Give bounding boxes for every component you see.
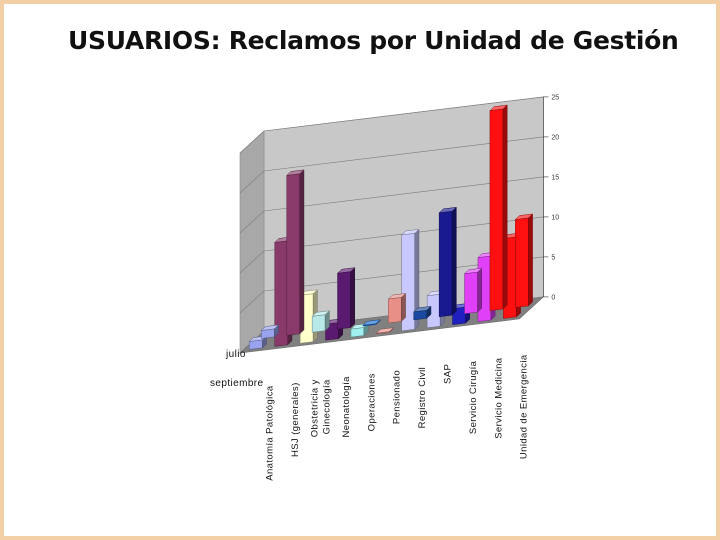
bar: [387, 292, 407, 324]
bar-top: [375, 327, 395, 334]
bar-top: [514, 213, 534, 220]
series-label: julio: [225, 349, 246, 360]
bar: [362, 319, 381, 327]
category-label: Ginecología: [322, 379, 333, 434]
bar: [260, 324, 280, 339]
slide-title: USUARIOS: Reclamos por Unidad de Gestión: [68, 26, 679, 55]
category-label: Operaciones: [366, 373, 377, 431]
bar: [489, 104, 508, 311]
category-label: Neonatología: [341, 376, 352, 438]
bar-top: [413, 306, 432, 313]
bar-top: [438, 206, 458, 214]
bar: [413, 305, 432, 321]
y-tick-label: 10: [551, 214, 559, 221]
bar-side: [350, 267, 355, 329]
bar: [336, 267, 356, 330]
gridline: [239, 176, 544, 234]
y-tick-label: 20: [551, 134, 559, 141]
bar-front: [388, 297, 402, 324]
bar: [463, 267, 483, 314]
bar-front: [515, 217, 529, 308]
bar-front: [337, 271, 351, 330]
category-label: Pensionado: [392, 370, 403, 424]
bar-top: [463, 267, 483, 275]
bar-side: [502, 104, 508, 310]
chart-side-wall: [239, 130, 265, 354]
bar: [438, 206, 458, 318]
bar: [311, 310, 331, 333]
bar: [514, 213, 534, 308]
category-label: Registro Civil: [417, 367, 428, 429]
category-label: Servicio Medicina: [493, 357, 504, 439]
category-label: Unidad de Emergencia: [519, 354, 530, 459]
bar-top: [362, 319, 381, 326]
bar-top: [401, 229, 420, 236]
y-tick-label: 25: [551, 94, 559, 101]
bar-top: [311, 310, 331, 317]
category-label: Anatomía Patológica: [265, 385, 276, 481]
bar-side: [401, 292, 406, 322]
category-label: SAP: [443, 364, 454, 384]
bar-side: [451, 206, 457, 316]
y-tick-label: 15: [551, 174, 559, 181]
bar-front: [489, 108, 504, 311]
gridline: [239, 136, 544, 194]
y-tick-label: 0: [551, 294, 555, 301]
bar-front: [311, 314, 326, 333]
category-label: Servicio Cirugía: [468, 360, 479, 434]
bar: [286, 169, 305, 336]
category-label: Obstetricia y: [310, 379, 321, 437]
series-label: septiembre: [210, 378, 264, 389]
bar-top: [387, 293, 407, 300]
bar-front: [438, 210, 453, 318]
bar-side: [299, 169, 305, 335]
category-label: HSJ (generales): [290, 382, 301, 457]
bar-top: [489, 104, 508, 111]
bar-front: [464, 271, 478, 314]
gridline: [239, 96, 544, 154]
y-tick-label: 5: [551, 254, 555, 261]
bar-side: [477, 267, 482, 313]
bar: [375, 327, 395, 335]
bar-front: [286, 173, 300, 336]
bar-top: [336, 267, 356, 274]
bar-side: [528, 213, 533, 307]
bar-top: [286, 169, 305, 176]
bar-top: [260, 324, 280, 331]
